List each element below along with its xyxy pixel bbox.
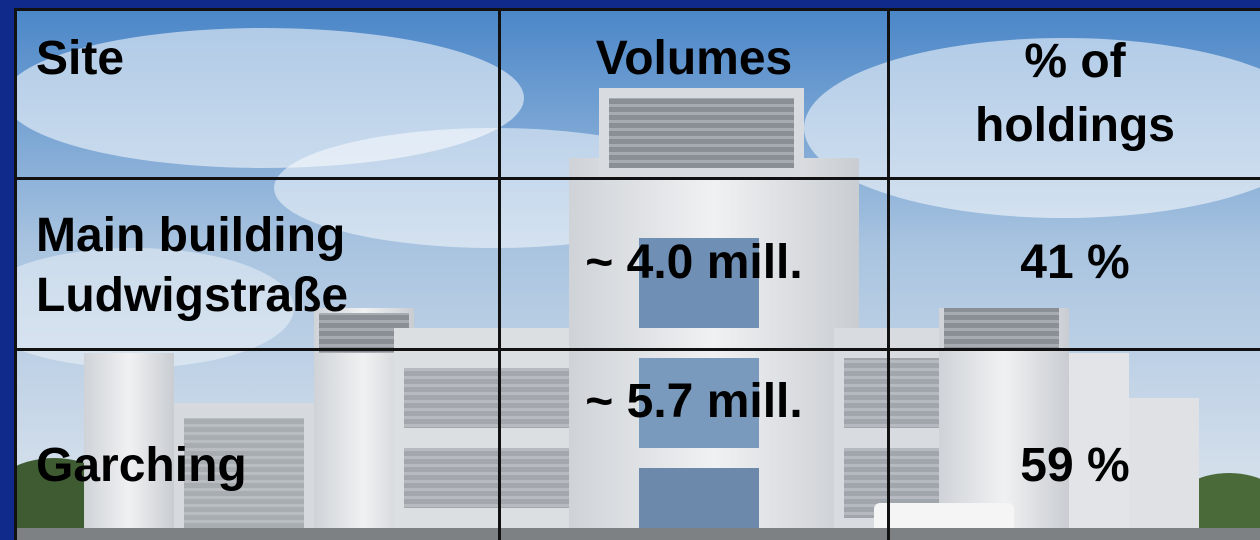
table-row-garching-percent: 59 % — [890, 351, 1260, 540]
volumes-value: ~ 4.0 mill. — [585, 236, 803, 289]
site-name: Main building Ludwigstraße — [36, 206, 348, 326]
header-site: Site — [14, 8, 501, 180]
volumes-value: ~ 5.7 mill. — [585, 375, 803, 428]
percent-value: 41 % — [1020, 236, 1130, 289]
site-name-line-1: Main building — [36, 209, 346, 262]
site-name: Garching — [36, 439, 247, 492]
holdings-table: Site Volumes % of holdings Main building… — [14, 8, 1260, 540]
table-row-garching-volumes: ~ 5.7 mill. — [501, 351, 890, 540]
header-volumes-label: Volumes — [595, 32, 793, 85]
header-percent-line-2: holdings — [975, 99, 1175, 152]
site-name-line-2: Ludwigstraße — [36, 269, 349, 322]
header-percent-label: % of holdings — [890, 30, 1260, 158]
header-site-label: Site — [36, 32, 125, 85]
header-volumes: Volumes — [501, 8, 890, 180]
header-percent-line-1: % of — [1024, 35, 1126, 88]
table-row-main-building-percent: 41 % — [890, 180, 1260, 351]
table-row-main-building-volumes: ~ 4.0 mill. — [501, 180, 890, 351]
table-row-garching-site: Garching — [14, 351, 501, 540]
table-row-main-building-site: Main building Ludwigstraße — [14, 180, 501, 351]
header-percent-of-holdings: % of holdings — [890, 8, 1260, 180]
percent-value: 59 % — [1020, 439, 1130, 492]
library-building-photo — [14, 8, 1260, 540]
